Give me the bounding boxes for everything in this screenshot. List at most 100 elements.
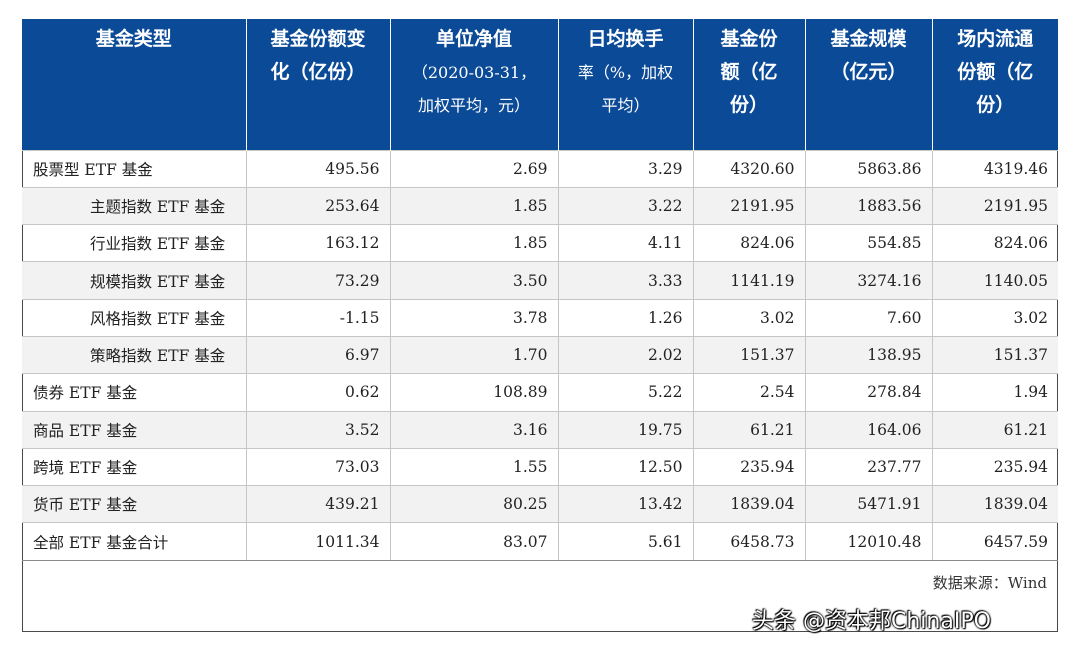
column-header-line: 基金类型 (95, 28, 172, 50)
fund-type-cell: 债券 ETF 基金 (22, 373, 246, 412)
value-cell: 61.21 (931, 410, 1058, 449)
table-row: 股票型 ETF 基金 495.56 2.69 3.29 4320.60 5863.86 43… (22, 149, 1058, 188)
column-header-subline: 加权平均，元） (417, 96, 530, 115)
value-cell: 7.60 (804, 298, 932, 337)
value-cell: 3.22 (557, 186, 693, 225)
table-row: 跨境 ETF 基金 73.03 1.55 12.50 235.94 237.77 235.9… (22, 447, 1058, 486)
fund-type-cell: 行业指数 ETF 基金 (22, 224, 246, 262)
fund-type-cell: 风格指数 ETF 基金 (22, 298, 246, 337)
column-header-line: 单位净值 (435, 28, 512, 50)
value-cell: 3274.16 (804, 261, 932, 300)
value-cell: 1140.05 (931, 261, 1058, 300)
column-header-line: 基金份额变 (270, 28, 366, 50)
value-cell: 2.54 (692, 373, 805, 412)
value-cell: 3.02 (931, 298, 1058, 337)
value-cell: 4319.46 (931, 149, 1058, 188)
value-cell: 554.85 (804, 224, 932, 262)
value-cell: 6457.59 (931, 522, 1058, 561)
fund-type-cell: 主题指数 ETF 基金 (22, 186, 246, 225)
value-cell: 1.85 (389, 186, 558, 225)
value-cell: 4320.60 (692, 149, 805, 188)
value-cell: 73.29 (245, 261, 390, 300)
fund-type-cell: 商品 ETF 基金 (22, 410, 246, 449)
table-row: 货币 ETF 基金 439.21 80.25 13.42 1839.04 5471.91 1… (22, 485, 1058, 523)
value-cell: 73.03 (245, 447, 390, 486)
value-cell: 2.69 (389, 149, 558, 188)
value-cell: 3.33 (557, 261, 693, 300)
column-header-line: 份） (976, 94, 1015, 116)
table-row: 行业指数 ETF 基金 163.12 1.85 4.11 824.06 554.85 824… (22, 224, 1058, 262)
value-cell: 80.25 (389, 485, 558, 523)
value-cell: 278.84 (804, 373, 932, 412)
value-cell: 151.37 (931, 335, 1058, 374)
fund-type-cell: 规模指数 ETF 基金 (22, 261, 246, 300)
value-cell: 6458.73 (692, 522, 805, 561)
column-header-line: 额（亿 (720, 61, 778, 83)
value-cell: 1883.56 (804, 186, 932, 225)
column-header-line: 份额（亿 (957, 61, 1034, 83)
column-header-6: 场内流通份额（亿份） (931, 19, 1058, 150)
value-cell: 235.94 (931, 447, 1058, 486)
watermark-text: 头条 @资本邦ChinaIPO (752, 609, 991, 634)
value-cell: 1839.04 (931, 485, 1058, 523)
value-cell: 12.50 (557, 447, 693, 486)
column-header-0: 基金类型 (22, 19, 246, 150)
value-cell: 151.37 (692, 335, 805, 374)
value-cell: 2191.95 (692, 186, 805, 225)
column-header-1: 基金份额变 化（亿份） (245, 19, 390, 150)
value-cell: 4.11 (557, 224, 693, 262)
value-cell: 1.94 (931, 373, 1058, 412)
column-header-line: 基金份 (720, 28, 778, 50)
value-cell: 824.06 (931, 224, 1058, 262)
value-cell: 253.64 (245, 186, 390, 225)
value-cell: 5471.91 (804, 485, 932, 523)
value-cell: -1.15 (245, 298, 390, 337)
source-note: 数据来源：Wind (932, 574, 1047, 592)
column-header-4: 基金份额（亿份） (692, 19, 805, 150)
value-cell: 12010.48 (804, 522, 932, 561)
value-cell: 3.02 (692, 298, 805, 337)
table-row: 规模指数 ETF 基金 73.29 3.50 3.33 1141.19 3274.16 11… (22, 261, 1058, 300)
value-cell: 13.42 (557, 485, 693, 523)
value-cell: 5.61 (557, 522, 693, 561)
value-cell: 495.56 (245, 149, 390, 188)
column-header-subline: 平均） (601, 96, 650, 115)
value-cell: 6.97 (245, 335, 390, 374)
value-cell: 1011.34 (245, 522, 390, 561)
value-cell: 3.78 (389, 298, 558, 337)
column-header-line: 日均换手 (587, 28, 664, 50)
value-cell: 163.12 (245, 224, 390, 262)
column-header-line: 基金规模 (830, 28, 907, 50)
value-cell: 19.75 (557, 410, 693, 449)
table-row: 债券 ETF 基金 0.62 108.89 5.22 2.54 278.84 1.94 (22, 373, 1058, 412)
column-header-line: 场内流通 (957, 28, 1034, 50)
value-cell: 0.62 (245, 373, 390, 412)
header-row: 基金类型 基金份额变 化（亿份） 单位净值 （2020-03-31， 加权平均，元） 日均换… (22, 19, 1058, 150)
table-row: 风格指数 ETF 基金 -1.15 3.78 1.26 3.02 7.60 3.02 (22, 298, 1058, 337)
table-row: 策略指数 ETF 基金 6.97 1.70 2.02 151.37 138.95 151.3… (22, 335, 1058, 374)
value-cell: 61.21 (692, 410, 805, 449)
value-cell: 439.21 (245, 485, 390, 523)
table-row: 全部 ETF 基金合计 1011.34 83.07 5.61 6458.73 12010.… (22, 522, 1058, 561)
fund-type-cell: 全部 ETF 基金合计 (22, 522, 246, 561)
column-header-2: 单位净值 （2020-03-31， 加权平均，元） (389, 19, 558, 150)
value-cell: 1.26 (557, 298, 693, 337)
fund-type-cell: 货币 ETF 基金 (22, 485, 246, 523)
value-cell: 237.77 (804, 447, 932, 486)
value-cell: 1839.04 (692, 485, 805, 523)
value-cell: 1.85 (389, 224, 558, 262)
column-header-line: （亿元） (830, 61, 907, 83)
value-cell: 3.52 (245, 410, 390, 449)
value-cell: 2191.95 (931, 186, 1058, 225)
table-body: 股票型 ETF 基金 495.56 2.69 3.29 4320.60 5863.86 43… (22, 149, 1058, 561)
column-header-subline: 率（%，加权 (577, 63, 674, 82)
value-cell: 5.22 (557, 373, 693, 412)
value-cell: 5863.86 (804, 149, 932, 188)
etf-fund-table: 基金类型 基金份额变 化（亿份） 单位净值 （2020-03-31， 加权平均，元） 日均换… (22, 19, 1058, 561)
value-cell: 164.06 (804, 410, 932, 449)
column-header-line: 份） (729, 94, 768, 116)
value-cell: 824.06 (692, 224, 805, 262)
value-cell: 1.70 (389, 335, 558, 374)
column-header-subline: （2020-03-31， (411, 63, 537, 82)
table-row: 商品 ETF 基金 3.52 3.16 19.75 61.21 164.06 61.21 (22, 410, 1058, 449)
